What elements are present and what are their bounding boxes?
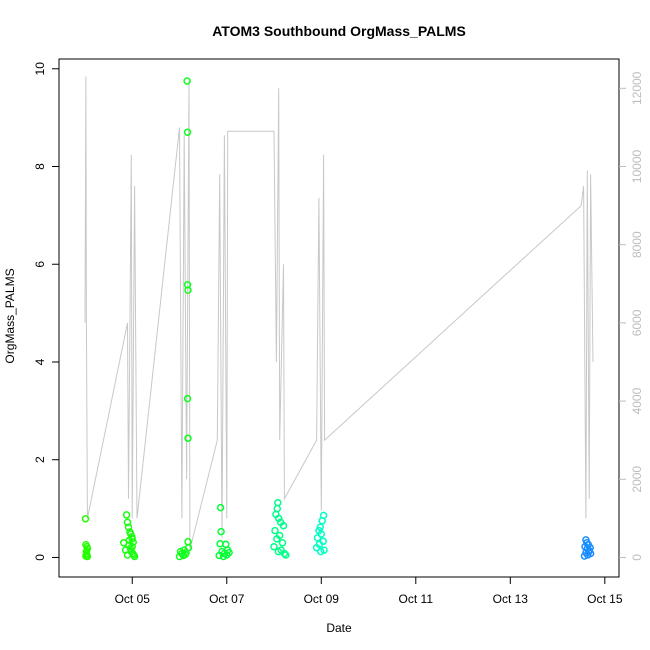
data-point [580, 552, 589, 560]
data-point [318, 517, 326, 525]
x-axis: Oct 05 Oct 07 Oct 09 Oct 11 Oct 13 Oct 15 [115, 576, 623, 606]
data-point [122, 511, 131, 519]
y-axis: 0 2 4 6 8 10 [33, 62, 59, 561]
data-point [278, 539, 287, 547]
right-y-tick-label: 2000 [630, 466, 644, 493]
data-point [83, 552, 92, 561]
y-tick-label: 2 [33, 456, 47, 463]
data-point [282, 551, 290, 559]
x-tick-label: Oct 09 [304, 592, 340, 606]
data-point [216, 503, 225, 512]
data-point [123, 518, 132, 527]
x-axis-label: Date [326, 621, 352, 635]
x-tick-label: Oct 15 [587, 592, 623, 606]
y-tick-label: 0 [33, 554, 47, 561]
data-point [183, 394, 192, 403]
data-point [184, 543, 193, 552]
data-point [124, 523, 133, 531]
right-y-tick-label: 4000 [630, 387, 644, 414]
x-tick-label: Oct 07 [209, 592, 245, 606]
y-tick-label: 6 [33, 261, 47, 268]
y-axis-label: OrgMass_PALMS [3, 268, 17, 363]
data-point [184, 286, 192, 294]
data-point [313, 534, 322, 542]
right-y-tick-label: 8000 [630, 231, 644, 258]
data-point [223, 546, 232, 554]
data-point [217, 527, 225, 536]
data-point [586, 543, 594, 552]
right-y-tick-label: 6000 [630, 309, 644, 336]
data-point [219, 552, 228, 561]
data-point [274, 498, 282, 507]
x-tick-label: Oct 11 [399, 592, 434, 606]
right-y-axis: 0 2000 4000 6000 8000 10000 12000 [619, 71, 644, 561]
data-point [175, 552, 184, 561]
right-y-tick-label: 12000 [630, 71, 644, 105]
data-point [125, 536, 134, 545]
plot-frame [58, 58, 620, 578]
data-point [215, 551, 223, 560]
y-tick-label: 8 [33, 163, 47, 170]
data-point [279, 521, 288, 530]
data-point [273, 535, 281, 543]
data-point [83, 542, 91, 551]
y-tick-label: 4 [33, 358, 47, 365]
data-point [130, 552, 139, 561]
chart-title: ATOM3 Southbound OrgMass_PALMS [212, 23, 466, 39]
right-y-tick-label: 10000 [630, 150, 644, 184]
secondary-series-line [84, 76, 594, 550]
data-point [81, 515, 90, 523]
data-point [316, 523, 325, 531]
data-point [183, 128, 192, 137]
data-point [274, 514, 283, 523]
data-point [274, 547, 283, 556]
data-point [123, 551, 132, 559]
data-point [270, 542, 278, 551]
x-tick-label: Oct 05 [115, 592, 151, 606]
data-point [184, 434, 192, 442]
secondary-line-series [84, 76, 594, 550]
data-point [271, 526, 279, 535]
data-point [312, 543, 321, 552]
data-point [273, 504, 282, 513]
right-y-tick-label: 0 [630, 554, 644, 561]
data-point [317, 547, 325, 556]
x-tick-label: Oct 13 [493, 592, 529, 606]
data-point [317, 530, 326, 538]
data-point [584, 551, 592, 559]
data-point [585, 547, 593, 556]
y-tick-label: 10 [33, 62, 47, 76]
scatter-points [81, 77, 595, 561]
data-point [128, 542, 136, 551]
data-point [183, 77, 191, 85]
